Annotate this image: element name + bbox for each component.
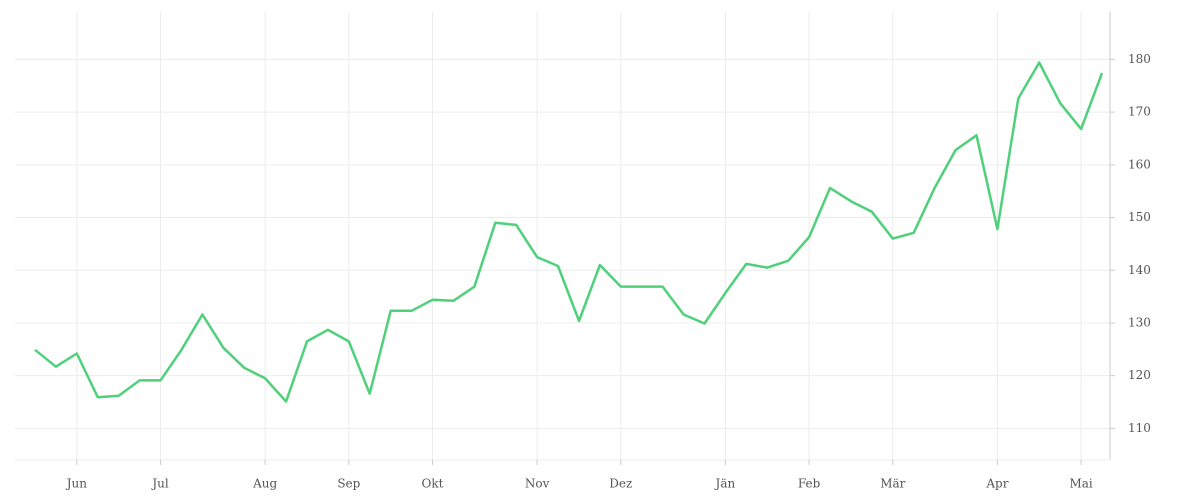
- x-tick-label: Mai: [1069, 477, 1092, 491]
- x-tick-label: Feb: [798, 477, 821, 491]
- x-tick-label: Okt: [422, 477, 444, 491]
- x-tick-label: Apr: [985, 477, 1008, 491]
- x-tick-label: Mär: [880, 477, 905, 491]
- x-tick-label: Jän: [714, 477, 736, 491]
- y-tick-label: 110: [1128, 421, 1151, 435]
- x-tick-label: Dez: [609, 477, 632, 491]
- y-tick-label: 140: [1128, 263, 1151, 277]
- x-tick-label: Nov: [525, 477, 550, 491]
- x-tick-label: Sep: [337, 477, 360, 491]
- y-tick-label: 150: [1128, 210, 1151, 224]
- y-tick-label: 180: [1128, 52, 1151, 66]
- y-tick-label: 130: [1128, 315, 1151, 329]
- x-tick-label: Jun: [65, 477, 88, 491]
- y-tick-label: 120: [1128, 368, 1151, 382]
- y-tick-label: 160: [1128, 157, 1151, 171]
- y-tick-label: 170: [1128, 105, 1151, 119]
- x-tick-label: Aug: [252, 477, 277, 491]
- x-tick-label: Jul: [150, 477, 169, 491]
- line-series: [34, 61, 1104, 403]
